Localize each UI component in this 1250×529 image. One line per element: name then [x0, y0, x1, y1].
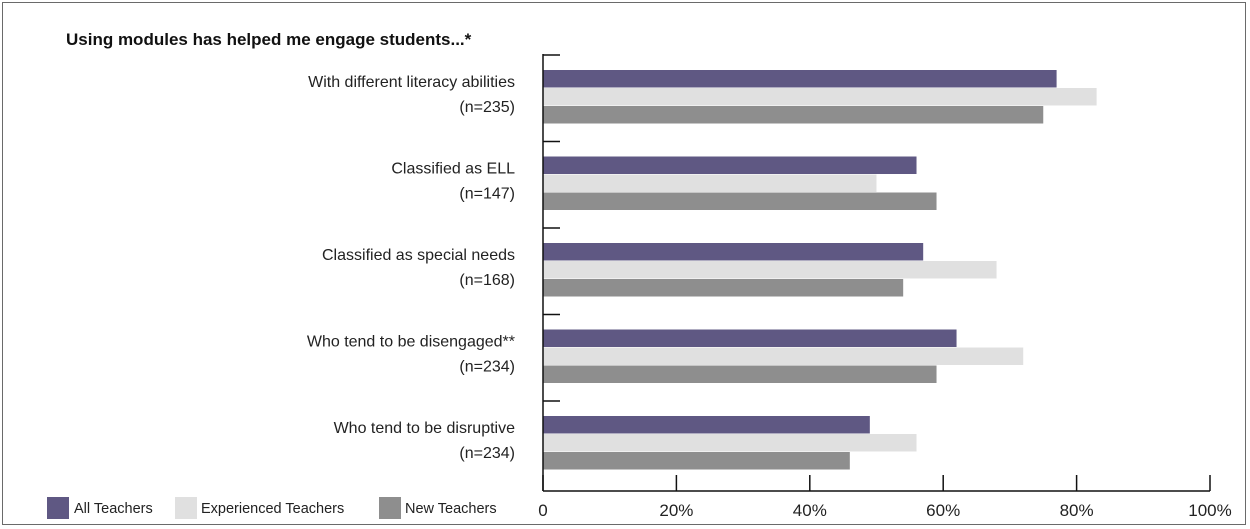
category-n-label: (n=234): [459, 445, 515, 462]
x-tick-label: 100%: [1188, 501, 1231, 520]
bar-new-teachers-4: [543, 452, 850, 470]
bar-experienced-teachers-0: [543, 88, 1097, 106]
bar-all-teachers-0: [543, 70, 1057, 88]
x-tick-label: 40%: [793, 501, 827, 520]
category-label: Classified as ELL: [391, 161, 515, 178]
category-label: Who tend to be disengaged**: [307, 334, 515, 351]
legend-swatch-all-teachers: [47, 497, 69, 519]
legend-swatch-new-teachers: [379, 497, 401, 519]
x-tick-label: 80%: [1060, 501, 1094, 520]
bar-new-teachers-0: [543, 106, 1044, 124]
category-label: Who tend to be disruptive: [334, 420, 516, 437]
bar-new-teachers-1: [543, 192, 937, 210]
bar-new-teachers-2: [543, 279, 904, 297]
legend-label: Experienced Teachers: [201, 501, 344, 517]
legend-label: New Teachers: [405, 501, 497, 517]
bar-experienced-teachers-1: [543, 174, 877, 192]
category-n-label: (n=235): [459, 99, 515, 116]
legend-swatch-experienced-teachers: [175, 497, 197, 519]
bar-all-teachers-1: [543, 156, 917, 174]
bar-all-teachers-3: [543, 329, 957, 347]
bar-all-teachers-2: [543, 243, 924, 261]
bar-experienced-teachers-4: [543, 434, 917, 452]
category-n-label: (n=234): [459, 359, 515, 376]
x-tick-label: 60%: [926, 501, 960, 520]
chart-title: Using modules has helped me engage stude…: [66, 30, 472, 49]
bar-experienced-teachers-2: [543, 261, 997, 279]
bar-new-teachers-3: [543, 365, 937, 383]
x-tick-label: 0: [538, 501, 547, 520]
bar-experienced-teachers-3: [543, 347, 1024, 365]
category-n-label: (n=147): [459, 186, 515, 203]
category-label: With different literacy abilities: [308, 74, 515, 91]
x-tick-label: 20%: [659, 501, 693, 520]
category-n-label: (n=168): [459, 272, 515, 289]
legend-label: All Teachers: [74, 501, 153, 517]
category-label: Classified as special needs: [322, 247, 515, 264]
bar-all-teachers-4: [543, 416, 870, 434]
